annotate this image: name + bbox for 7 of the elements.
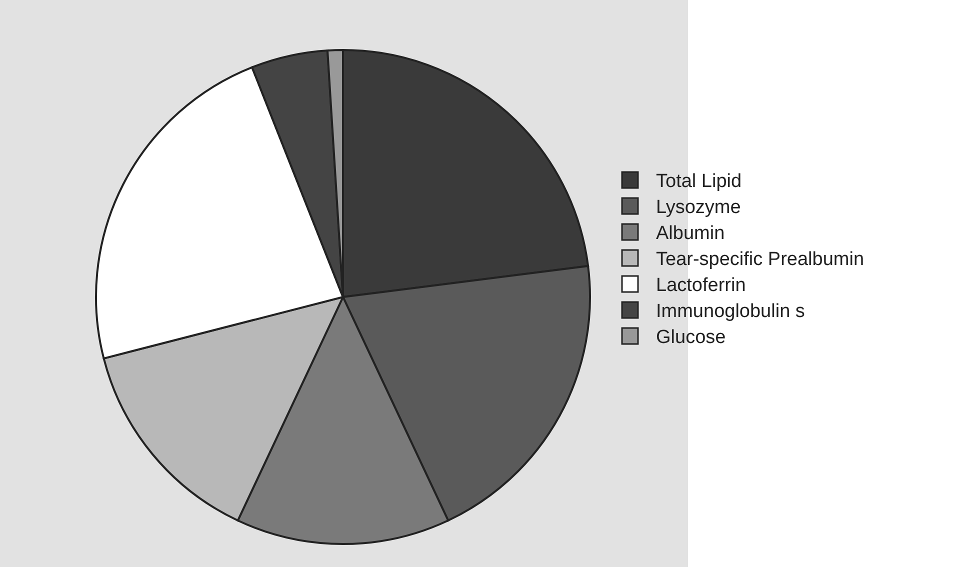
legend-label: Lysozyme bbox=[656, 197, 741, 218]
legend-label: Immunoglobulin s bbox=[656, 301, 805, 322]
legend-label: Tear-specific Prealbumin bbox=[656, 249, 864, 270]
legend-label: Lactoferrin bbox=[656, 275, 746, 296]
legend-label: Albumin bbox=[656, 223, 725, 244]
legend-label: Total Lipid bbox=[656, 171, 742, 192]
legend-label: Glucose bbox=[656, 327, 726, 348]
